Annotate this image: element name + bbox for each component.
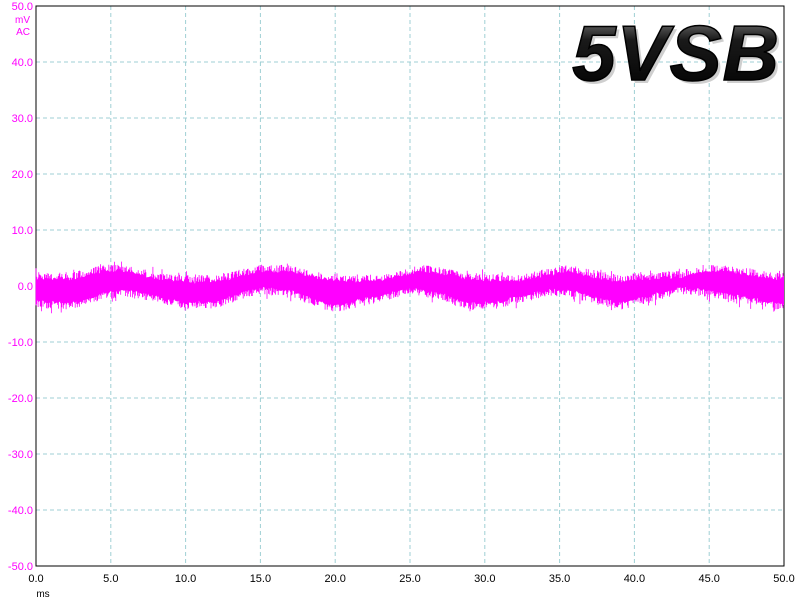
x-tick-label: 10.0	[175, 573, 196, 585]
x-tick-label: 5.0	[103, 573, 118, 585]
x-tick-label: 30.0	[474, 573, 495, 585]
y-unit-label: mV	[15, 15, 30, 26]
y-tick-label: -50.0	[8, 561, 33, 573]
y-tick-label: 40.0	[12, 57, 33, 69]
waveform-series	[35, 261, 784, 314]
x-tick-label: 20.0	[324, 573, 345, 585]
chart-title: 5VSB	[572, 9, 780, 97]
y-tick-label: 30.0	[12, 113, 33, 125]
x-tick-label: 25.0	[399, 573, 420, 585]
y-tick-label: 20.0	[12, 169, 33, 181]
x-tick-label: 40.0	[624, 573, 645, 585]
y-tick-label: 50.0	[12, 1, 33, 13]
coupling-label: AC	[16, 27, 30, 38]
x-tick-label: 0.0	[28, 573, 43, 585]
y-tick-label: -10.0	[8, 337, 33, 349]
x-axis-tick-labels: 0.0 5.0 10.0 15.0 20.0 25.0 30.0 35.0 40.0 45.0 50…	[28, 573, 794, 585]
x-tick-label: 35.0	[549, 573, 570, 585]
x-unit-label: ms	[36, 589, 49, 600]
x-tick-label: 50.0	[773, 573, 794, 585]
x-tick-label: 45.0	[698, 573, 719, 585]
y-axis-tick-labels: 50.0 40.0 30.0 20.0 10.0 0.0 -10.0 -20.0 -30.0 -4…	[8, 1, 33, 573]
y-tick-label: -20.0	[8, 393, 33, 405]
y-tick-label: 0.0	[18, 281, 33, 293]
y-tick-label: -30.0	[8, 449, 33, 461]
y-tick-label: 10.0	[12, 225, 33, 237]
y-tick-label: -40.0	[8, 505, 33, 517]
chart-title-shadow: 5VSB	[575, 12, 783, 100]
waveform-noise-trace	[35, 261, 784, 314]
x-tick-label: 15.0	[250, 573, 271, 585]
